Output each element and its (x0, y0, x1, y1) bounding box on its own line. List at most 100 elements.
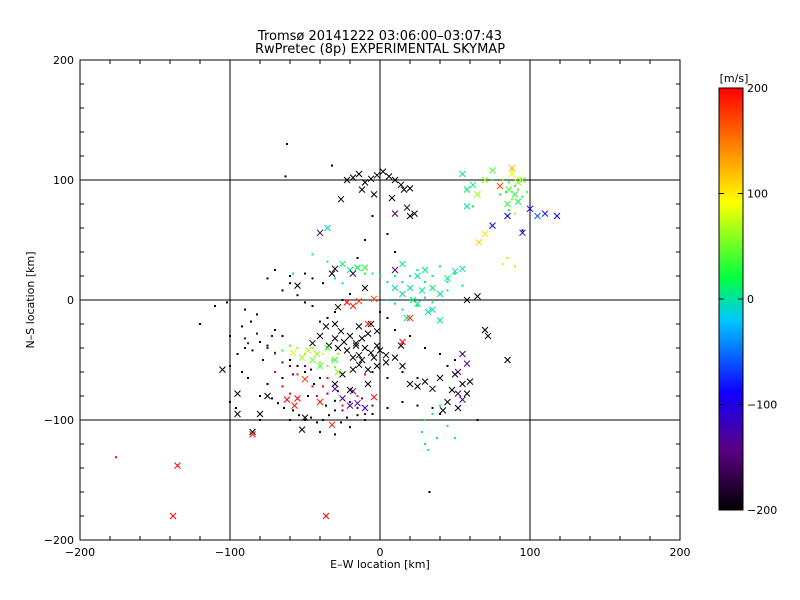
dot-point (521, 195, 524, 198)
cross-point (429, 284, 436, 292)
dot-point (337, 390, 339, 393)
dot-point (517, 176, 519, 179)
cross-point (508, 170, 516, 178)
dot-point (326, 317, 329, 319)
dot-point (283, 407, 285, 409)
cross-point (370, 295, 378, 303)
cross-point (481, 326, 489, 334)
cross-point (444, 275, 451, 282)
cross-point (234, 390, 241, 397)
cross-point (459, 265, 466, 273)
cross-point (370, 191, 378, 198)
dot-point (472, 205, 474, 208)
dot-point (454, 359, 456, 361)
cross-point (355, 170, 363, 178)
dot-point (115, 456, 117, 459)
colorbar-tick-label: −200 (747, 504, 777, 517)
dot-point (424, 296, 426, 299)
dot-point (416, 269, 419, 271)
dot-point (304, 371, 306, 373)
cross-point (463, 360, 471, 367)
dot-point (296, 347, 299, 349)
dot-point (319, 377, 321, 379)
cross-point (373, 327, 381, 335)
dot-point (289, 275, 291, 277)
colorbar-tick-label: 100 (747, 188, 768, 201)
dot-point (304, 365, 306, 367)
dot-point (416, 404, 419, 407)
dot-point (499, 193, 501, 196)
cross-point (424, 308, 432, 316)
cross-point (313, 350, 321, 358)
dot-point (229, 365, 231, 367)
dot-point (241, 371, 243, 373)
dot-point (326, 260, 329, 263)
cross-point (475, 239, 483, 246)
dot-point (371, 413, 374, 415)
cross-point (349, 354, 357, 361)
dot-point (262, 359, 264, 361)
cross-point (504, 212, 511, 220)
cross-point (219, 366, 226, 373)
dot-point (322, 385, 324, 388)
dot-point (446, 425, 449, 427)
dot-point (514, 265, 516, 268)
dot-point (292, 409, 294, 412)
dot-point (431, 413, 434, 415)
dot-point (431, 275, 434, 277)
cross-point (343, 347, 351, 354)
cross-point (489, 167, 496, 174)
cross-point (373, 362, 381, 370)
cross-point (504, 356, 511, 364)
dot-point (313, 383, 315, 385)
dot-point (439, 404, 441, 407)
cross-point (459, 170, 466, 178)
dot-point (356, 414, 359, 417)
dot-point (256, 332, 258, 335)
cross-point (403, 204, 411, 211)
dot-point (505, 191, 507, 193)
dot-point (298, 414, 300, 417)
cross-point (429, 385, 436, 393)
cross-point (391, 210, 399, 217)
cross-point (339, 395, 346, 402)
dot-point (502, 179, 504, 181)
cross-point (324, 224, 331, 232)
chart-subtitle: RwPretec (8p) EXPERIMENTAL SKYMAP (255, 42, 505, 57)
dot-point (259, 419, 261, 421)
dot-point (517, 188, 519, 191)
cross-point (346, 402, 354, 409)
cross-point (364, 320, 372, 328)
cross-point (373, 171, 381, 179)
cross-point (174, 462, 181, 469)
dot-point (266, 277, 269, 280)
cross-point (358, 356, 366, 364)
dot-point (446, 365, 449, 367)
dot-point (311, 305, 314, 307)
cross-point (514, 198, 522, 205)
dot-point (394, 275, 396, 277)
dot-point (511, 169, 513, 172)
cross-point (340, 338, 348, 346)
dot-point (319, 431, 321, 433)
cross-point (459, 380, 466, 388)
cross-point (298, 426, 306, 433)
dot-point (289, 359, 291, 361)
dot-point (401, 371, 404, 373)
dot-point (386, 407, 389, 409)
dot-point (454, 272, 456, 275)
dot-point (322, 353, 324, 355)
dot-point (311, 347, 314, 349)
dot-point (296, 294, 299, 297)
dot-point (281, 361, 284, 364)
dot-point (364, 239, 366, 241)
dot-point (341, 299, 344, 301)
cross-point (514, 179, 522, 186)
dot-point (289, 282, 291, 285)
dot-point (266, 347, 269, 349)
dot-point (409, 335, 411, 337)
dot-point (266, 344, 269, 347)
cross-point (349, 174, 357, 181)
dot-point (526, 191, 528, 193)
